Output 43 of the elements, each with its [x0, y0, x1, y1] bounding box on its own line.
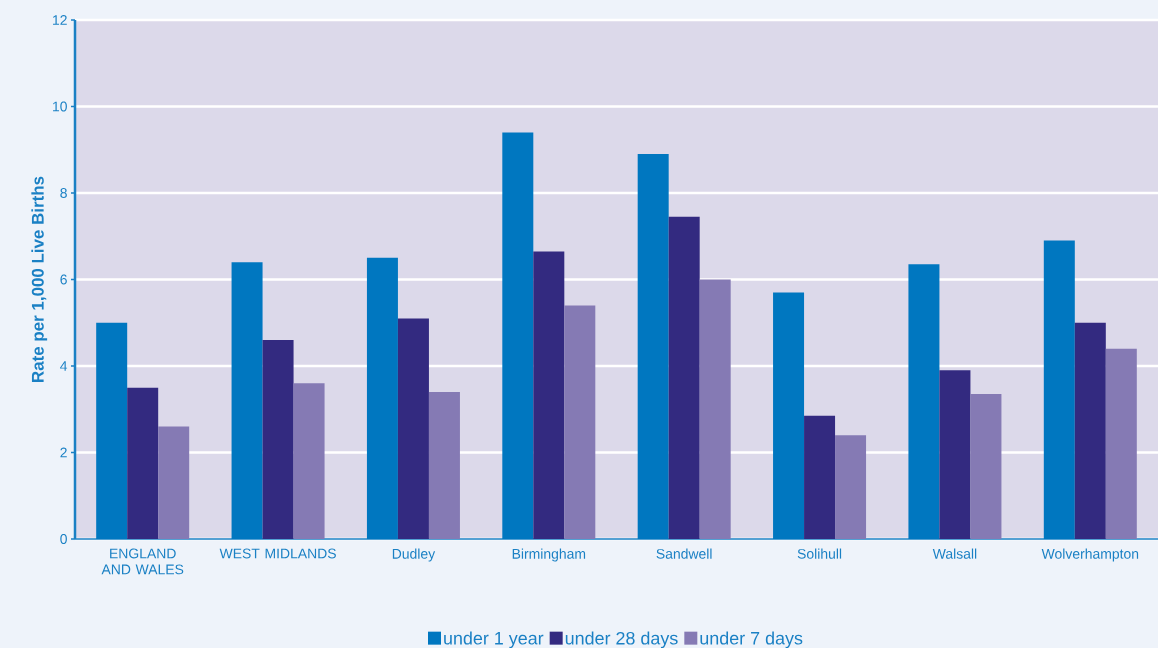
bar — [533, 251, 565, 539]
bar — [939, 370, 971, 539]
bar — [699, 279, 731, 539]
bar — [262, 340, 294, 539]
legend-label: under 1 year — [444, 631, 544, 648]
y-tick-label: 12 — [53, 15, 67, 25]
legend-label: under 7 days — [700, 631, 803, 648]
y-tick-label: 4 — [60, 361, 68, 371]
y-tick-label: 6 — [60, 274, 67, 285]
bar — [397, 318, 429, 539]
bar — [564, 305, 596, 539]
bar — [908, 264, 940, 539]
bar — [1074, 322, 1106, 539]
bar — [96, 322, 128, 539]
y-tick-label: 10 — [53, 101, 67, 112]
bar — [231, 262, 263, 539]
bar — [637, 154, 669, 539]
legend-label: under 28 days — [565, 631, 678, 648]
bar — [835, 435, 867, 539]
x-tick-label: WEST MIDLANDS — [219, 548, 336, 559]
y-axis-title: Rate per 1,000 Live Births — [31, 176, 48, 382]
bar — [366, 257, 398, 539]
x-tick-label: Wolverhampton — [1041, 548, 1139, 562]
bar — [293, 383, 325, 539]
bar — [804, 415, 836, 539]
y-tick-label: 8 — [60, 188, 67, 198]
x-tick-label: ENGLAND AND WALES — [101, 548, 184, 575]
bar — [970, 394, 1002, 539]
bar — [127, 387, 159, 539]
x-tick-label: Solihull — [797, 548, 842, 559]
bar — [428, 391, 460, 539]
y-tick-label: 0 — [60, 534, 67, 544]
bar — [668, 216, 700, 539]
x-tick-label: Birmingham — [512, 548, 586, 562]
x-tick-label: Sandwell — [656, 548, 712, 559]
bar — [158, 426, 190, 539]
bar — [1105, 348, 1137, 539]
y-tick-label: 2 — [60, 447, 67, 458]
bar — [502, 132, 534, 539]
x-tick-label: Dudley — [392, 548, 436, 562]
x-tick-label: Walsall — [932, 548, 977, 559]
bar — [1043, 240, 1075, 539]
bar — [773, 292, 805, 539]
